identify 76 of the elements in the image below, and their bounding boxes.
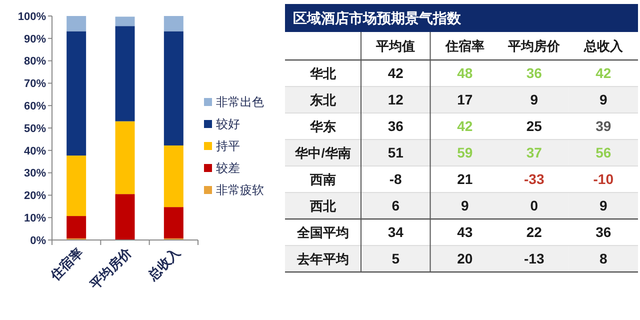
text: 51 bbox=[388, 144, 404, 161]
text: -8 bbox=[389, 171, 402, 188]
category-label: 华北 bbox=[310, 66, 336, 81]
text: 42 bbox=[388, 65, 404, 82]
text: 22 bbox=[526, 224, 542, 240]
y-tick-label: 40% bbox=[24, 145, 46, 158]
bar bbox=[66, 156, 86, 216]
text: 9 bbox=[460, 198, 469, 214]
text: 9 bbox=[599, 198, 608, 214]
text: 25 bbox=[526, 118, 542, 134]
bar bbox=[115, 194, 135, 240]
text: 20 bbox=[457, 250, 473, 267]
legend-label: 较好 bbox=[216, 117, 240, 132]
text: 43 bbox=[457, 224, 473, 240]
text: 59 bbox=[457, 144, 473, 161]
category-label: 华中/华南 bbox=[295, 145, 351, 160]
text: 34 bbox=[388, 224, 404, 240]
text: 36 bbox=[526, 65, 542, 82]
legend-label: 非常出色 bbox=[216, 95, 264, 110]
legend-label: 非常疲软 bbox=[216, 183, 264, 198]
text: 39 bbox=[596, 118, 612, 134]
text: 42 bbox=[596, 65, 612, 82]
y-tick-label: 80% bbox=[24, 56, 46, 68]
text: 6 bbox=[392, 198, 400, 214]
x-tick-label: 平均房价 bbox=[86, 244, 136, 293]
category-label: 全国平均 bbox=[297, 224, 349, 240]
bar bbox=[66, 31, 86, 156]
bar bbox=[115, 16, 135, 26]
text: 37 bbox=[526, 144, 542, 161]
bar bbox=[66, 216, 86, 238]
category-label: 东北 bbox=[310, 92, 336, 108]
text: 17 bbox=[457, 92, 473, 108]
text: 12 bbox=[388, 92, 404, 108]
category-label: 去年平均 bbox=[297, 251, 349, 266]
legend-label: 较差 bbox=[216, 161, 240, 176]
text: 36 bbox=[388, 118, 404, 134]
category-label: 西南 bbox=[310, 172, 336, 187]
text: 36 bbox=[596, 224, 612, 240]
bar bbox=[66, 16, 86, 32]
text: 0 bbox=[530, 198, 538, 214]
category-label: 平均房价 bbox=[507, 38, 562, 54]
text: 21 bbox=[457, 171, 473, 188]
category-label: 住宿率 bbox=[444, 38, 484, 54]
text: 区域酒店市场预期景气指数 bbox=[293, 10, 462, 26]
text: 9 bbox=[530, 92, 538, 108]
text: 5 bbox=[392, 250, 400, 267]
bar bbox=[164, 16, 184, 32]
y-tick-label: 90% bbox=[24, 33, 46, 46]
bar bbox=[115, 26, 135, 122]
legend-label: 持平 bbox=[216, 139, 240, 154]
text: -10 bbox=[593, 171, 614, 188]
bar bbox=[164, 145, 184, 208]
y-tick-label: 50% bbox=[24, 122, 46, 135]
text: 42 bbox=[457, 118, 473, 134]
category-label: 西北 bbox=[310, 198, 336, 214]
x-tick-label: 总收入 bbox=[144, 244, 184, 284]
y-tick-label: 60% bbox=[24, 100, 46, 112]
bar bbox=[115, 121, 135, 194]
text: 8 bbox=[599, 250, 608, 267]
y-tick-label: 100% bbox=[18, 10, 46, 23]
text: 48 bbox=[457, 65, 473, 82]
y-tick-label: 10% bbox=[24, 212, 46, 224]
y-tick-label: 20% bbox=[24, 190, 46, 202]
text: -13 bbox=[524, 250, 544, 267]
y-tick-label: 70% bbox=[24, 78, 46, 90]
text: 9 bbox=[599, 92, 608, 108]
bar bbox=[164, 31, 184, 146]
y-tick-label: 0% bbox=[30, 234, 46, 247]
category-label: 平均值 bbox=[375, 38, 416, 54]
x-tick-label: 住宿率 bbox=[46, 244, 86, 284]
bar bbox=[164, 207, 184, 238]
text: 56 bbox=[596, 144, 612, 161]
y-tick-label: 30% bbox=[24, 168, 46, 180]
text: -33 bbox=[524, 171, 544, 188]
category-label: 总收入 bbox=[582, 38, 624, 54]
category-label: 华东 bbox=[310, 118, 336, 134]
